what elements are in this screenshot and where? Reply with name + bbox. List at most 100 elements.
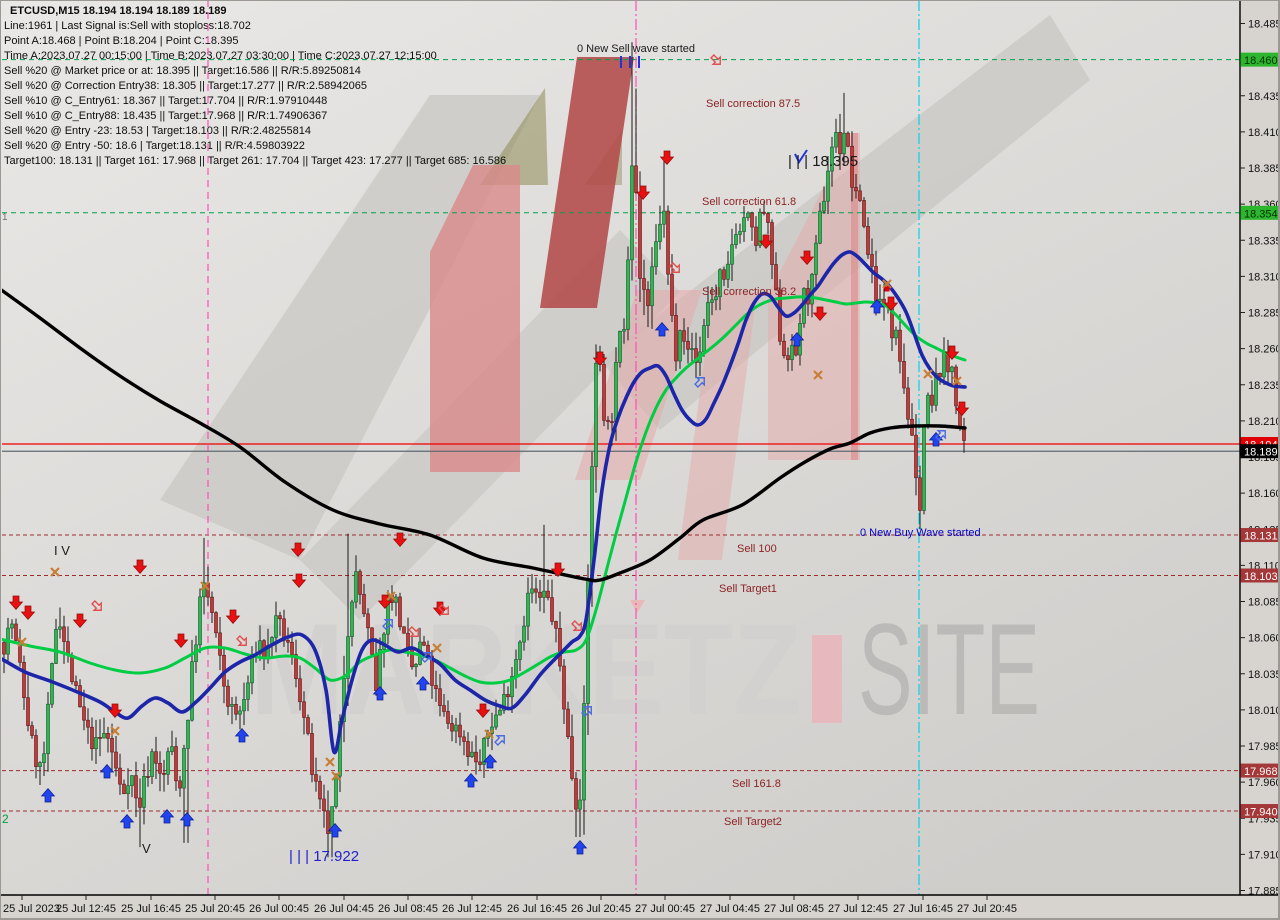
buy-arrow-icon (119, 813, 135, 829)
bull-candle (274, 615, 278, 638)
hollow-buy-arrow-icon (935, 430, 946, 441)
sell-arrow-icon (20, 605, 36, 621)
hollow-sell-arrow-icon (710, 54, 721, 65)
exit-x-icon (325, 757, 335, 767)
bull-candle (734, 234, 738, 245)
time-tick-label: 26 Jul 04:45 (314, 903, 374, 915)
ma-black-line (2, 288, 967, 583)
watermark-i-block (812, 635, 842, 723)
bull-candle (354, 571, 358, 603)
bear-candle (938, 372, 942, 378)
sell-arrow-icon (635, 185, 651, 201)
time-tick-label: 27 Jul 20:45 (957, 903, 1017, 915)
sell-arrow-icon (132, 559, 148, 575)
time-tick-label: 26 Jul 00:45 (249, 903, 309, 915)
exit-x-icon (432, 643, 442, 653)
bull-candle (482, 738, 486, 765)
bull-candle (238, 710, 242, 715)
bear-candle (786, 355, 790, 360)
bear-candle (62, 626, 66, 642)
buy-arrow-icon (928, 431, 944, 447)
bear-candle (862, 200, 866, 227)
buy-arrow-icon (482, 753, 498, 769)
chart-surface[interactable] (2, 0, 1240, 895)
bear-candle (854, 187, 858, 192)
bear-candle (82, 706, 86, 721)
info-line: Target100: 18.131 || Target 161: 17.968 … (4, 155, 506, 167)
bear-candle (302, 701, 306, 718)
hollow-sell-arrow-icon (571, 620, 582, 631)
bull-candle (582, 703, 586, 801)
sell-arrow-icon (592, 351, 608, 367)
chart-annotation: 1 (2, 212, 8, 223)
chart-annotation: Sell correction 38.2 (702, 286, 796, 298)
chart-annotation: I V (54, 543, 70, 558)
chart-annotation: Sell 100 (737, 543, 777, 555)
ma-blue-line (2, 250, 967, 755)
bear-candle (90, 726, 94, 750)
bull-candle (658, 223, 662, 242)
bear-candle (438, 688, 442, 706)
bull-candle (182, 748, 186, 789)
exit-x-icon (200, 581, 210, 591)
price-badge (1240, 568, 1280, 583)
bear-candle (86, 719, 90, 728)
price-badge (1240, 528, 1280, 543)
annotations: 0 New Sell wave started Sell correction 8… (2, 43, 981, 865)
price-tick-label: 18.010 (1248, 705, 1280, 717)
buy-arrow-icon (99, 763, 115, 779)
bear-candle (134, 775, 138, 799)
bear-candle (766, 213, 770, 223)
bear-candle (898, 329, 902, 362)
info-line: Sell %20 @ Entry -23: 18.53 | Target:18.… (4, 125, 311, 137)
bear-candle (122, 783, 126, 795)
bull-candle (690, 348, 694, 351)
bear-candle (762, 211, 766, 214)
chart-annotation: Sell Target1 (719, 583, 777, 595)
bear-candle (682, 330, 686, 342)
bear-candle (154, 751, 158, 764)
bear-candle (670, 273, 674, 316)
hollow-sell-arrow-icon (91, 600, 102, 611)
buy-arrow-icon (789, 331, 805, 347)
price-tick-label: 18.260 (1248, 344, 1280, 356)
bear-candle (918, 477, 922, 511)
bear-candle (902, 361, 906, 389)
info-line: Line:1961 | Last Signal is:Sell with sto… (4, 20, 251, 32)
bear-candle (226, 685, 230, 707)
bull-candle (594, 362, 598, 467)
bull-candle (718, 269, 722, 298)
chart-annotation: 0 New Sell wave started (577, 43, 695, 55)
bull-candle (878, 298, 882, 302)
price-badge-label: 17.968 (1244, 766, 1278, 778)
bear-candle (450, 723, 454, 732)
hollow-sell-arrow-icon (408, 626, 419, 637)
bear-candle (310, 733, 314, 775)
price-axis[interactable]: 18.48518.46018.43518.41018.38518.36018.3… (1239, 0, 1280, 898)
sell-arrow-icon (475, 703, 491, 719)
wave-tick-mark (620, 56, 622, 68)
bear-candle (30, 725, 34, 736)
exit-x-icon (331, 771, 341, 781)
bear-candle (850, 145, 854, 188)
bear-candle (774, 264, 778, 291)
sell-arrow-icon (173, 633, 189, 649)
bear-candle (506, 694, 510, 698)
bull-candle (494, 714, 498, 728)
bull-candle (746, 212, 750, 218)
bear-candle (550, 597, 554, 622)
bull-candle (526, 592, 530, 627)
ohlc-info: ETCUSD,M15 18.194 18.194 18.189 18.189 Li… (4, 5, 506, 167)
exit-x-icon (386, 591, 396, 601)
bull-candle (186, 719, 190, 749)
bull-candle (130, 775, 134, 786)
chart-annotation: V (142, 841, 151, 856)
buy-arrow-icon (463, 772, 479, 788)
price-tick-label: 17.910 (1248, 849, 1280, 861)
blue-check-mark (794, 149, 808, 164)
price-badge (1240, 52, 1280, 67)
bear-candle (434, 685, 438, 690)
bear-candle (210, 596, 214, 613)
